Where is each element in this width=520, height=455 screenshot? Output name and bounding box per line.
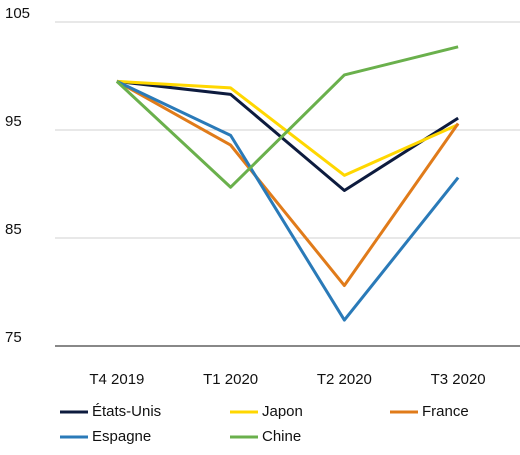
x-tick-label: T4 2019 bbox=[89, 371, 144, 388]
legend-label: Chine bbox=[262, 428, 301, 445]
legend-label: France bbox=[422, 403, 469, 420]
x-tick-label: T3 2020 bbox=[431, 371, 486, 388]
legend-label: Espagne bbox=[92, 428, 151, 445]
line-series bbox=[116, 79, 459, 192]
line-series bbox=[116, 80, 460, 288]
y-tick-label: 95 bbox=[5, 113, 22, 130]
y-tick-label: 85 bbox=[5, 221, 22, 238]
legend-label: Japon bbox=[262, 403, 303, 420]
x-tick-label: T1 2020 bbox=[203, 371, 258, 388]
legend-label: États-Unis bbox=[92, 403, 161, 420]
y-tick-label: 105 bbox=[5, 5, 30, 22]
x-tick-label: T2 2020 bbox=[317, 371, 372, 388]
line-series bbox=[116, 80, 460, 322]
line-series bbox=[115, 45, 459, 189]
y-tick-label: 75 bbox=[5, 329, 22, 346]
